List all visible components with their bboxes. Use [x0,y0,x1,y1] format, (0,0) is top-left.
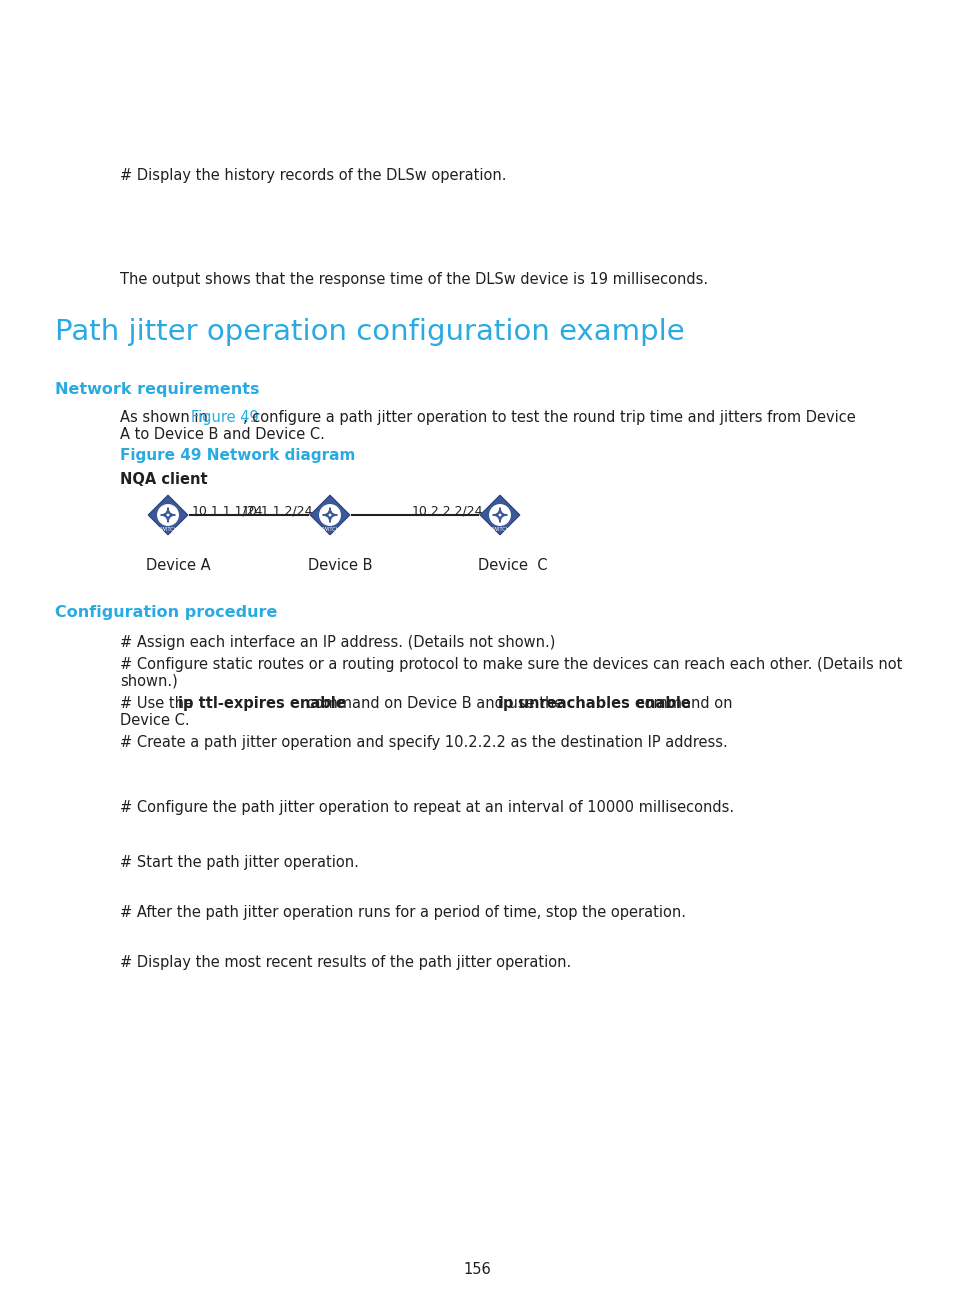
Text: As shown in: As shown in [120,410,213,425]
Text: Figure 49 Network diagram: Figure 49 Network diagram [120,448,355,463]
Text: The output shows that the response time of the DLSw device is 19 milliseconds.: The output shows that the response time … [120,272,707,286]
Text: 10.1.1.2/24: 10.1.1.2/24 [242,505,314,518]
Circle shape [157,504,178,525]
Text: command on: command on [631,696,732,712]
Text: Path jitter operation configuration example: Path jitter operation configuration exam… [55,318,684,346]
Text: Device C.: Device C. [120,713,190,728]
Circle shape [489,504,510,525]
Text: SWITCH: SWITCH [158,527,177,531]
Polygon shape [148,495,188,535]
Text: Device A: Device A [146,559,211,573]
Text: # Configure the path jitter operation to repeat at an interval of 10000 millisec: # Configure the path jitter operation to… [120,800,734,815]
Text: # Create a path jitter operation and specify 10.2.2.2 as the destination IP addr: # Create a path jitter operation and spe… [120,735,727,750]
Text: # Display the most recent results of the path jitter operation.: # Display the most recent results of the… [120,955,571,969]
Text: Figure 49: Figure 49 [191,410,258,425]
Text: # Display the history records of the DLSw operation.: # Display the history records of the DLS… [120,168,506,183]
Text: Device  C: Device C [477,559,547,573]
Text: shown.): shown.) [120,674,177,689]
Text: # Configure static routes or a routing protocol to make sure the devices can rea: # Configure static routes or a routing p… [120,657,902,673]
Text: ip ttl-expires enable: ip ttl-expires enable [178,696,345,712]
Text: 156: 156 [462,1262,491,1277]
Polygon shape [310,495,350,535]
Text: Network requirements: Network requirements [55,382,259,397]
Text: Device B: Device B [308,559,372,573]
Text: command on Device B and use the: command on Device B and use the [302,696,567,712]
Text: SWITCH: SWITCH [320,527,339,531]
Text: # Use the: # Use the [120,696,197,712]
Text: # Assign each interface an IP address. (Details not shown.): # Assign each interface an IP address. (… [120,635,555,651]
Text: NQA client: NQA client [120,472,208,487]
Circle shape [319,504,340,525]
Text: ip unreachables enable: ip unreachables enable [497,696,690,712]
Polygon shape [479,495,519,535]
Text: 10.1.1.1/24: 10.1.1.1/24 [192,505,263,518]
Text: SWITCH: SWITCH [490,527,509,531]
Text: Configuration procedure: Configuration procedure [55,605,277,619]
Text: 10.2.2.2/24: 10.2.2.2/24 [412,505,483,518]
Text: # After the path jitter operation runs for a period of time, stop the operation.: # After the path jitter operation runs f… [120,905,685,920]
Text: # Start the path jitter operation.: # Start the path jitter operation. [120,855,358,870]
Text: A to Device B and Device C.: A to Device B and Device C. [120,426,325,442]
Text: , configure a path jitter operation to test the round trip time and jitters from: , configure a path jitter operation to t… [243,410,855,425]
